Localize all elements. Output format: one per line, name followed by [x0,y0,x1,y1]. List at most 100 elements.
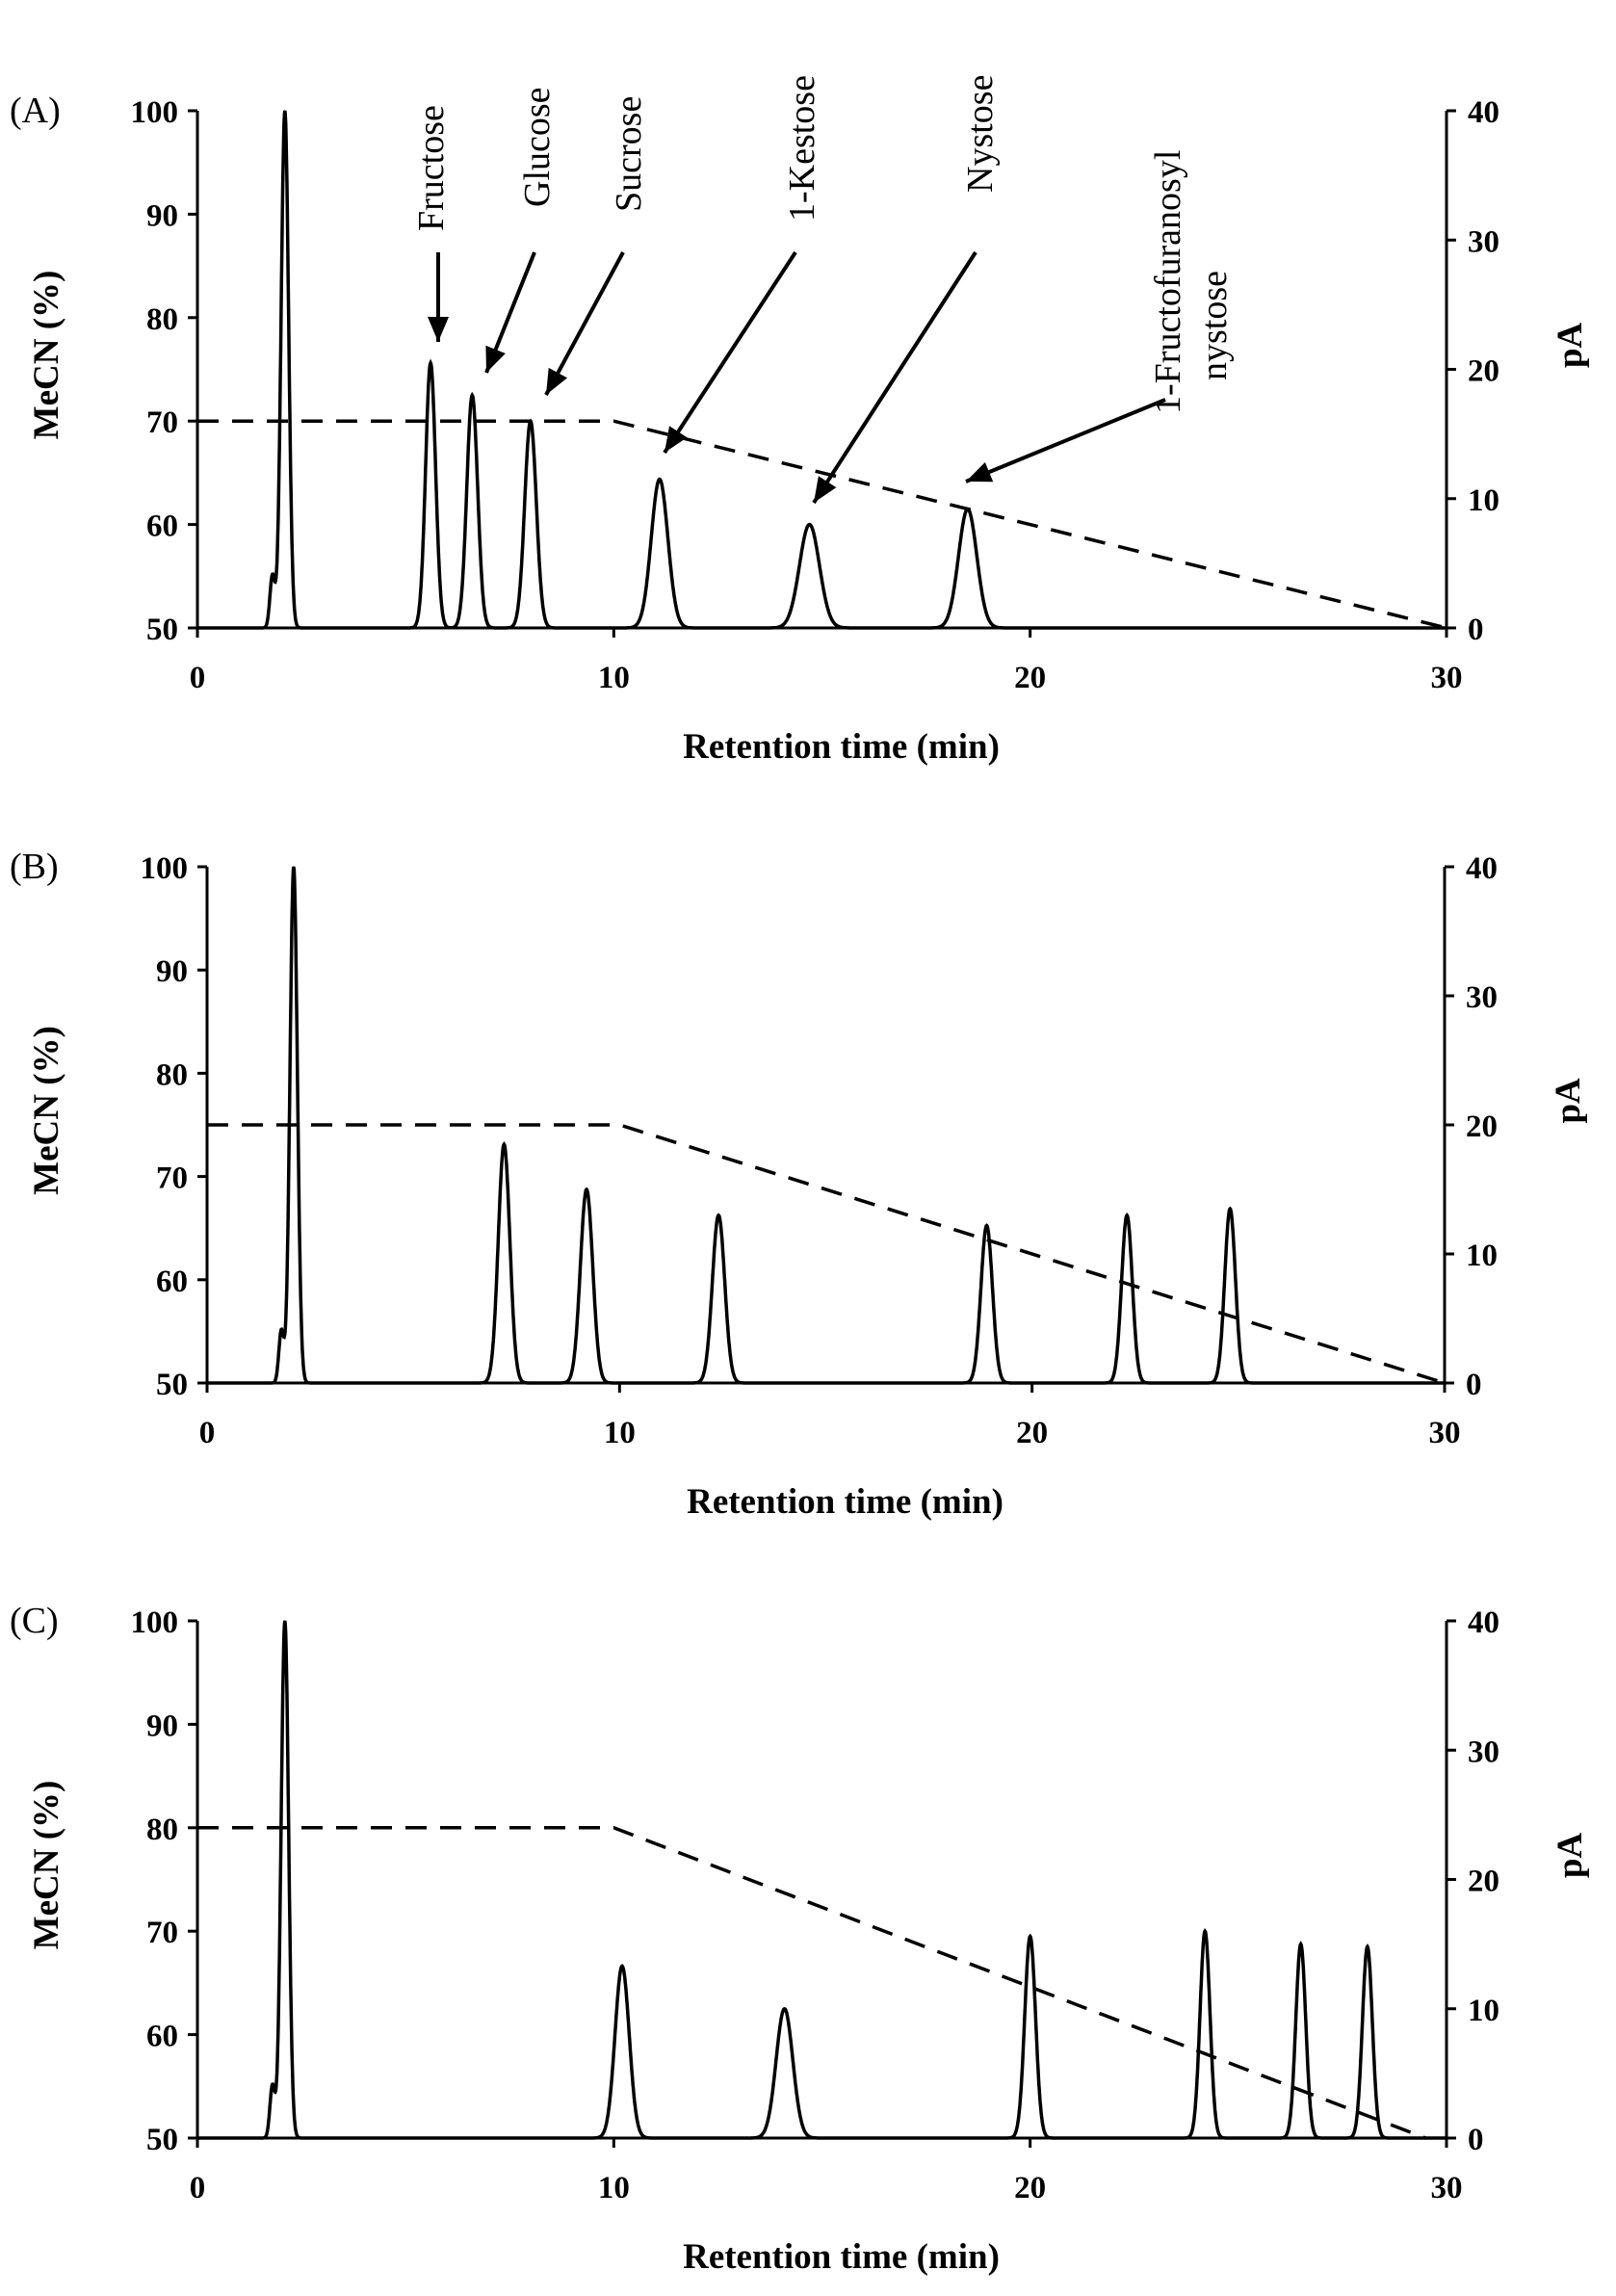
left-tick-label: 80 [146,302,178,337]
x-tick-label: 20 [1014,661,1046,695]
annotation-arrow-1-kestose [663,250,797,455]
left-tick-label: 70 [146,1916,178,1950]
annotation-label-fructose: Fructose [411,105,452,231]
left-y-axis-title: MeCN (%) [27,271,66,440]
left-tick-label: 60 [146,509,178,544]
left-tick-label: 60 [156,1265,188,1299]
left-tick-label: 70 [156,1161,188,1196]
annotation-arrow-nystose [812,250,977,505]
right-tick-label: 40 [1468,1605,1499,1640]
annotation-label-1-kestose: 1-Kestose [782,75,822,222]
peak-apex-point [1126,1214,1128,1216]
left-y-axis-title: MeCN (%) [27,1026,66,1195]
right-tick-label: 20 [1466,1109,1498,1144]
peak-apex-point [280,1330,282,1332]
panel-label: (B) [10,847,59,887]
right-tick-label: 30 [1466,980,1498,1015]
annotation-arrowhead-1-kestose [665,426,688,453]
peak-apex-point [808,524,811,526]
peak-apex-point [293,866,295,868]
annotation-label-sucrose: Sucrose [609,96,649,212]
x-tick-label: 0 [199,1416,216,1450]
right-tick-label: 10 [1468,1994,1499,2028]
x-tick-label: 0 [190,2171,206,2205]
peak-apex-point [1204,1930,1206,1932]
x-tick-label: 10 [598,661,630,695]
left-tick-label: 100 [131,95,179,130]
annotation-label-nystose: Nystose [960,75,1001,193]
x-tick-label: 30 [1431,661,1463,695]
left-tick-label: 50 [146,2123,178,2157]
detector-signal-trace [197,1620,1447,2140]
annotation-arrowhead-glucose [485,345,506,373]
right-tick-label: 0 [1466,1368,1482,1402]
peak-apex-point [272,575,274,577]
peak-apex-point [717,1214,719,1216]
chart-panel-c: 50 60 70 80 90 100 0 10 20 30 40 0 10 20 30 Retention t… [10,1601,1590,2277]
left-tick-label: 80 [146,1813,178,1847]
detector-signal-trace [207,866,1445,1385]
right-tick-label: 40 [1466,851,1498,886]
x-tick-label: 0 [190,661,206,695]
left-tick-label: 70 [146,405,178,440]
left-tick-label: 50 [156,1368,188,1402]
peak-apex-point [530,420,532,422]
chart-panel-a: 50 60 70 80 90 100 0 10 20 30 40 0 10 20 30 Retention t… [10,75,1590,767]
left-tick-label: 90 [146,1709,178,1743]
left-tick-label: 100 [131,1605,179,1640]
peak-apex-point [284,1620,286,1622]
annotation-arrowhead-nystose [814,476,837,503]
peak-apex-point [1229,1208,1231,1210]
right-tick-label: 10 [1466,1239,1498,1273]
peak-apex-point [1367,1945,1368,1947]
x-tick-label: 10 [604,1416,636,1450]
left-tick-label: 100 [141,851,189,886]
right-tick-label: 40 [1468,95,1499,130]
annotation-arrow-1-fructofuranosyl [965,398,1166,483]
peak-apex-point [985,1224,988,1227]
detector-signal-trace [197,110,1447,630]
annotation-label-1-fructofuranosyl: 1-Fructofuranosyl [1148,150,1188,414]
left-tick-label: 90 [156,954,188,989]
panel-label: (A) [10,91,61,131]
mecn-gradient-line [197,419,1447,630]
annotation-label-1-fructofuranosyl-line2: nystose [1194,271,1235,380]
left-tick-label: 80 [156,1057,188,1092]
x-tick-label: 20 [1016,1416,1048,1450]
right-y-axis-title: pA [1549,1078,1588,1124]
peak-apex-point [471,394,473,396]
peak-apex-point [430,362,431,364]
right-tick-label: 30 [1468,1735,1499,1769]
x-tick-label: 30 [1429,1416,1461,1450]
right-tick-label: 30 [1468,224,1499,259]
x-axis-title: Retention time (min) [683,727,1000,767]
x-axis-title: Retention time (min) [687,1482,1003,1522]
x-axis-title: Retention time (min) [683,2237,1000,2277]
peak-apex-point [503,1143,506,1145]
chart-panel-b: 50 60 70 80 90 100 0 10 20 30 40 0 10 20 30 Retention t… [10,847,1588,1522]
right-tick-label: 10 [1468,483,1499,518]
right-tick-label: 0 [1468,613,1484,647]
right-tick-label: 20 [1468,1865,1499,1899]
right-y-axis-title: pA [1551,1833,1590,1879]
annotation-arrowhead-fructose [428,317,449,342]
right-y-axis-title: pA [1551,323,1590,369]
annotation-arrowhead-1-fructofuranosyl [966,461,994,483]
annotation-arrowhead-sucrose [546,367,568,395]
left-y-axis-title: MeCN (%) [27,1781,66,1950]
peak-apex-point [272,2085,274,2087]
mecn-gradient-line [197,1826,1427,2140]
peak-apex-point [783,2008,786,2010]
annotation-label-glucose: Glucose [517,87,558,207]
panel-label: (C) [10,1601,59,1641]
peak-apex-point [284,110,286,112]
mecn-gradient-line [207,1123,1446,1385]
x-tick-label: 20 [1014,2171,1046,2205]
left-tick-label: 90 [146,198,178,233]
peak-apex-point [659,479,661,481]
x-tick-label: 10 [598,2171,630,2205]
annotation-arrow-sucrose [544,251,625,396]
x-tick-label: 30 [1431,2171,1463,2205]
peak-apex-point [621,1965,623,1968]
